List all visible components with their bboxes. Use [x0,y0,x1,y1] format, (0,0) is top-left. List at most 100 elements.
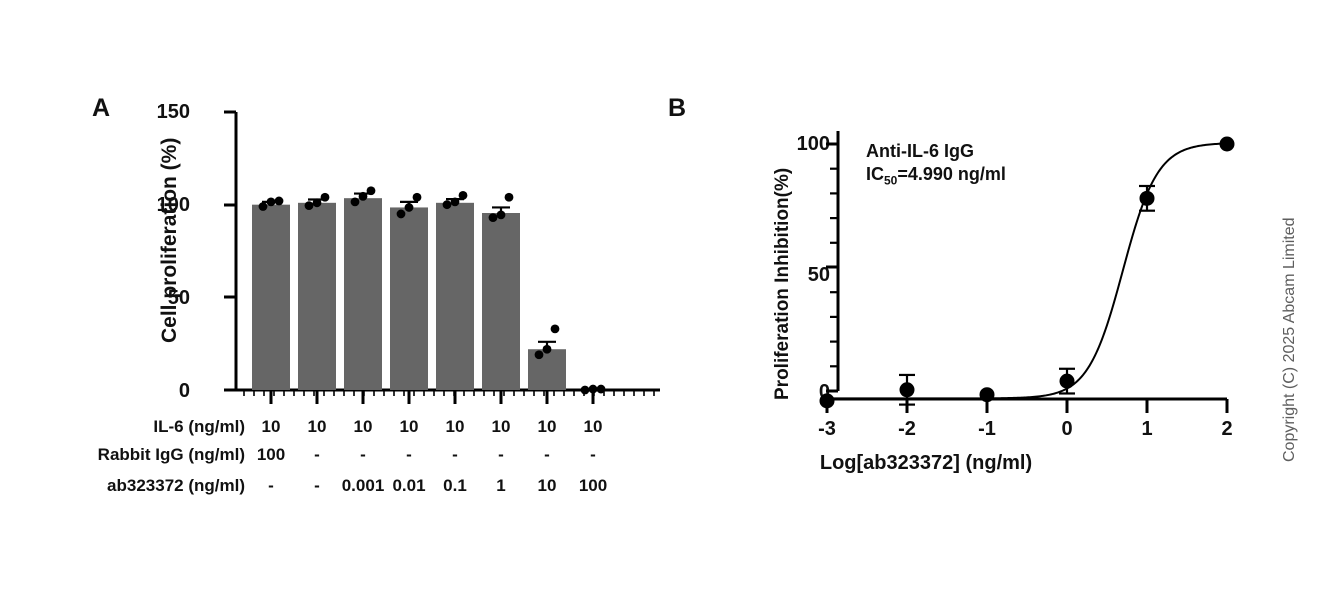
panel-a-replicate-dot [496,210,506,220]
panel-a-table-cell: 10 [583,417,603,436]
panel-b-data-point [819,393,835,409]
panel-a-table-cell: 10 [261,417,281,436]
panel-a-replicate-dot [366,186,376,196]
panel-a-table-cell: - [406,445,412,464]
panel-b-xtick-1: 1 [1141,418,1153,440]
panel-b-x-axis-title: Log[ab323372] (ng/ml) [819,452,1033,474]
panel-a-table-cell: - [314,445,320,464]
panel-a-replicate-dot [580,385,590,395]
panel-b-xtick--3: -3 [818,418,836,440]
panel-a-table-cell: 10 [307,417,327,436]
panel-a-bar [436,202,474,390]
panel-a-replicate-dot [550,324,560,334]
panel-b-yminor-ticks [830,167,838,368]
panel-a-replicate-dot [320,192,330,202]
panel-a-replicate-dot [412,192,422,202]
panel-a-chart [224,110,660,404]
panel-a-table-cell: 10 [491,417,511,436]
panel-a-table-cell: 1 [496,476,506,495]
panel-b-xtick--1: -1 [978,418,996,440]
panel-b-data-point [1139,190,1155,206]
panel-a-ytick-150: 150 [156,101,190,123]
panel-a-table-cell: 0.001 [341,476,385,495]
panel-a-table-cell: - [268,476,274,495]
panel-a-ytick-100: 100 [156,194,190,216]
panel-a-table-cell: 0.1 [443,476,467,495]
panel-b-letter: B [668,94,687,122]
panel-b-ymajor-ticks [826,142,838,393]
panel-a-replicate-dot [588,384,598,394]
panel-a-replicate-dot [458,191,468,200]
panel-a-replicate-dot [350,197,360,207]
panel-a-table-cell: - [360,445,366,464]
panel-b-xtick--2: -2 [898,418,916,440]
panel-b-ytick-100: 100 [796,133,830,155]
panel-b-annotation-ic50: IC50=4.990 ng/ml [866,163,1006,193]
panel-a-scatter-dots [258,186,606,395]
panel-a-bar [344,198,382,390]
panel-b-chart [819,131,1235,413]
panel-a-table-cell: - [590,445,596,464]
panel-a-table-cell: - [544,445,550,464]
panel-a-replicate-dot [312,198,322,208]
copyright-notice: Copyright (C) 2025 Abcam Limited [1281,217,1298,462]
panel-a-replicate-dot [488,213,498,223]
panel-b-data-point [899,382,915,398]
panel-a-replicate-dot [596,384,606,394]
panel-a-table-cell: 10 [445,417,465,436]
panel-a-replicate-dot [450,197,460,207]
panel-a-bar [528,349,566,390]
panel-a-table-row-label-il6: IL-6 (ng/ml) [153,417,245,436]
panel-a-minor-xticks [243,390,655,396]
panel-b-data-point [1059,373,1075,389]
panel-a-bar [390,207,428,390]
panel-a-replicate-dot [542,344,552,354]
panel-a-replicate-dot [404,203,414,212]
panel-a-bar [298,202,336,390]
panel-a-bar [252,204,290,390]
panel-b-xmajor-ticks [825,399,1229,413]
panel-a-letter: A [92,94,111,122]
panel-a-replicate-dot [258,202,268,211]
ic50-subscript: 50 [884,173,898,188]
panel-a-table-cell: - [452,445,458,464]
panel-b-ytick-0: 0 [818,381,830,403]
panel-a-table-cell: - [314,476,320,495]
panel-a-table-cell: 100 [256,445,286,464]
panel-a-bar-group [252,198,566,390]
panel-a-replicate-dot [504,192,514,202]
panel-a-replicate-dot [266,197,276,207]
ic50-value: =4.990 ng/ml [897,164,1006,184]
panel-a-table-cell: 10 [537,417,557,436]
panel-a-table-row-label-ab323372: ab323372 (ng/ml) [107,476,245,495]
panel-b-annotation: Anti-IL-6 IgG IC50=4.990 ng/ml [866,140,1006,193]
panel-b-data-point [979,387,995,403]
ic50-prefix: IC [866,164,884,184]
panel-a-table-cell: 100 [578,476,608,495]
panel-a-group-xticks [269,390,595,404]
panel-a-replicate-dot [534,350,544,360]
panel-b-marker-group [819,136,1235,409]
panel-a-replicate-dot [396,209,406,219]
panel-b-xtick-2: 2 [1221,418,1233,440]
panel-a-replicate-dot [442,200,452,210]
panel-b-fit-curve [827,142,1228,400]
panel-a-table-cell: - [498,445,504,464]
panel-b-ytick-50: 50 [807,264,830,286]
panel-a-replicate-dot [304,201,314,210]
panel-b-data-point [1219,136,1235,152]
panel-a-ytick-50: 50 [167,287,190,309]
panel-a-bar [482,213,520,390]
panel-b-xtick-0: 0 [1061,418,1073,440]
panel-a-table-cell: 10 [537,476,557,495]
panel-a-condition-table: IL-6 (ng/ml) Rabbit IgG (ng/ml) ab323372… [0,0,700,495]
panel-a-table-cell: 0.01 [392,476,426,495]
panel-a-table-cell: 10 [399,417,419,436]
panel-a-replicate-dot [274,196,284,206]
panel-a-table-row-label-rabbit-igg: Rabbit IgG (ng/ml) [97,445,245,464]
panel-a-replicate-dot [358,191,368,201]
panel-b-annotation-line1: Anti-IL-6 IgG [866,141,974,161]
panel-a-ytick-0: 0 [178,380,190,402]
panel-a-table-cell: 10 [353,417,373,436]
